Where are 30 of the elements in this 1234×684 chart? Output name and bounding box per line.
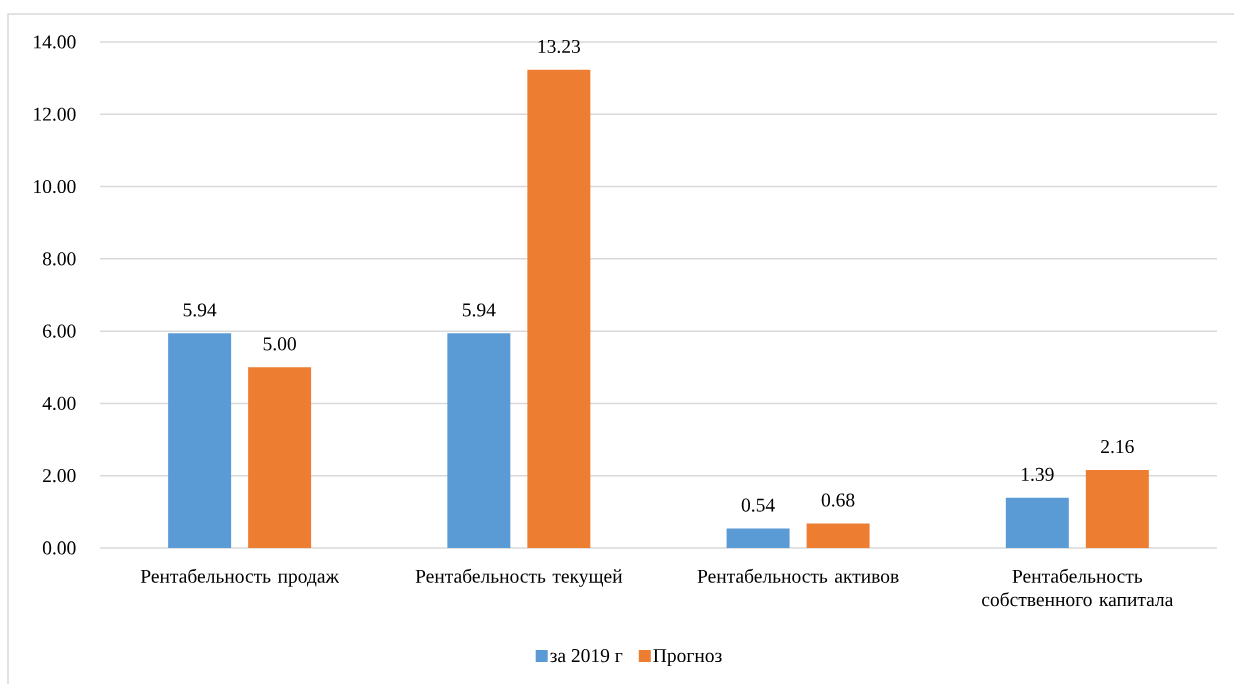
data-label: 13.23	[538, 39, 581, 54]
bar	[1005, 497, 1069, 548]
y-tick-label: 10.00	[34, 179, 76, 194]
bar	[248, 367, 312, 548]
legend-label: за 2019 г	[550, 649, 623, 663]
data-label: 0.68	[821, 493, 855, 507]
bar	[168, 333, 232, 548]
legend-label: Прогноз	[653, 649, 722, 667]
bar	[806, 523, 870, 548]
data-label: 5.94	[462, 303, 496, 317]
bar	[726, 528, 790, 548]
y-tick-label: 12.00	[34, 107, 76, 121]
bar	[527, 69, 591, 548]
x-tick-label: Рентабельность текущей	[415, 568, 623, 587]
x-tick-label: Рентабельность собственного капитала	[982, 568, 1174, 607]
x-tick-label: Рентабельность продаж	[140, 568, 340, 587]
x-tick-label: Рентабельность активов	[697, 568, 899, 583]
data-label: 2.16	[1101, 440, 1134, 454]
y-tick-label: 4.00	[42, 396, 76, 411]
y-tick-label: 6.00	[43, 324, 76, 338]
bar	[447, 333, 511, 548]
y-tick-label: 8.00	[42, 252, 76, 266]
data-label: 1.39	[1021, 467, 1054, 482]
y-tick-label: 2.00	[43, 469, 76, 483]
data-label: 5.00	[263, 337, 296, 351]
y-tick-label: 14.00	[34, 35, 76, 49]
data-label: 5.94	[183, 303, 217, 317]
bar	[1085, 469, 1149, 548]
data-label: 0.54	[741, 498, 775, 512]
y-tick-label: 0.00	[42, 541, 76, 555]
